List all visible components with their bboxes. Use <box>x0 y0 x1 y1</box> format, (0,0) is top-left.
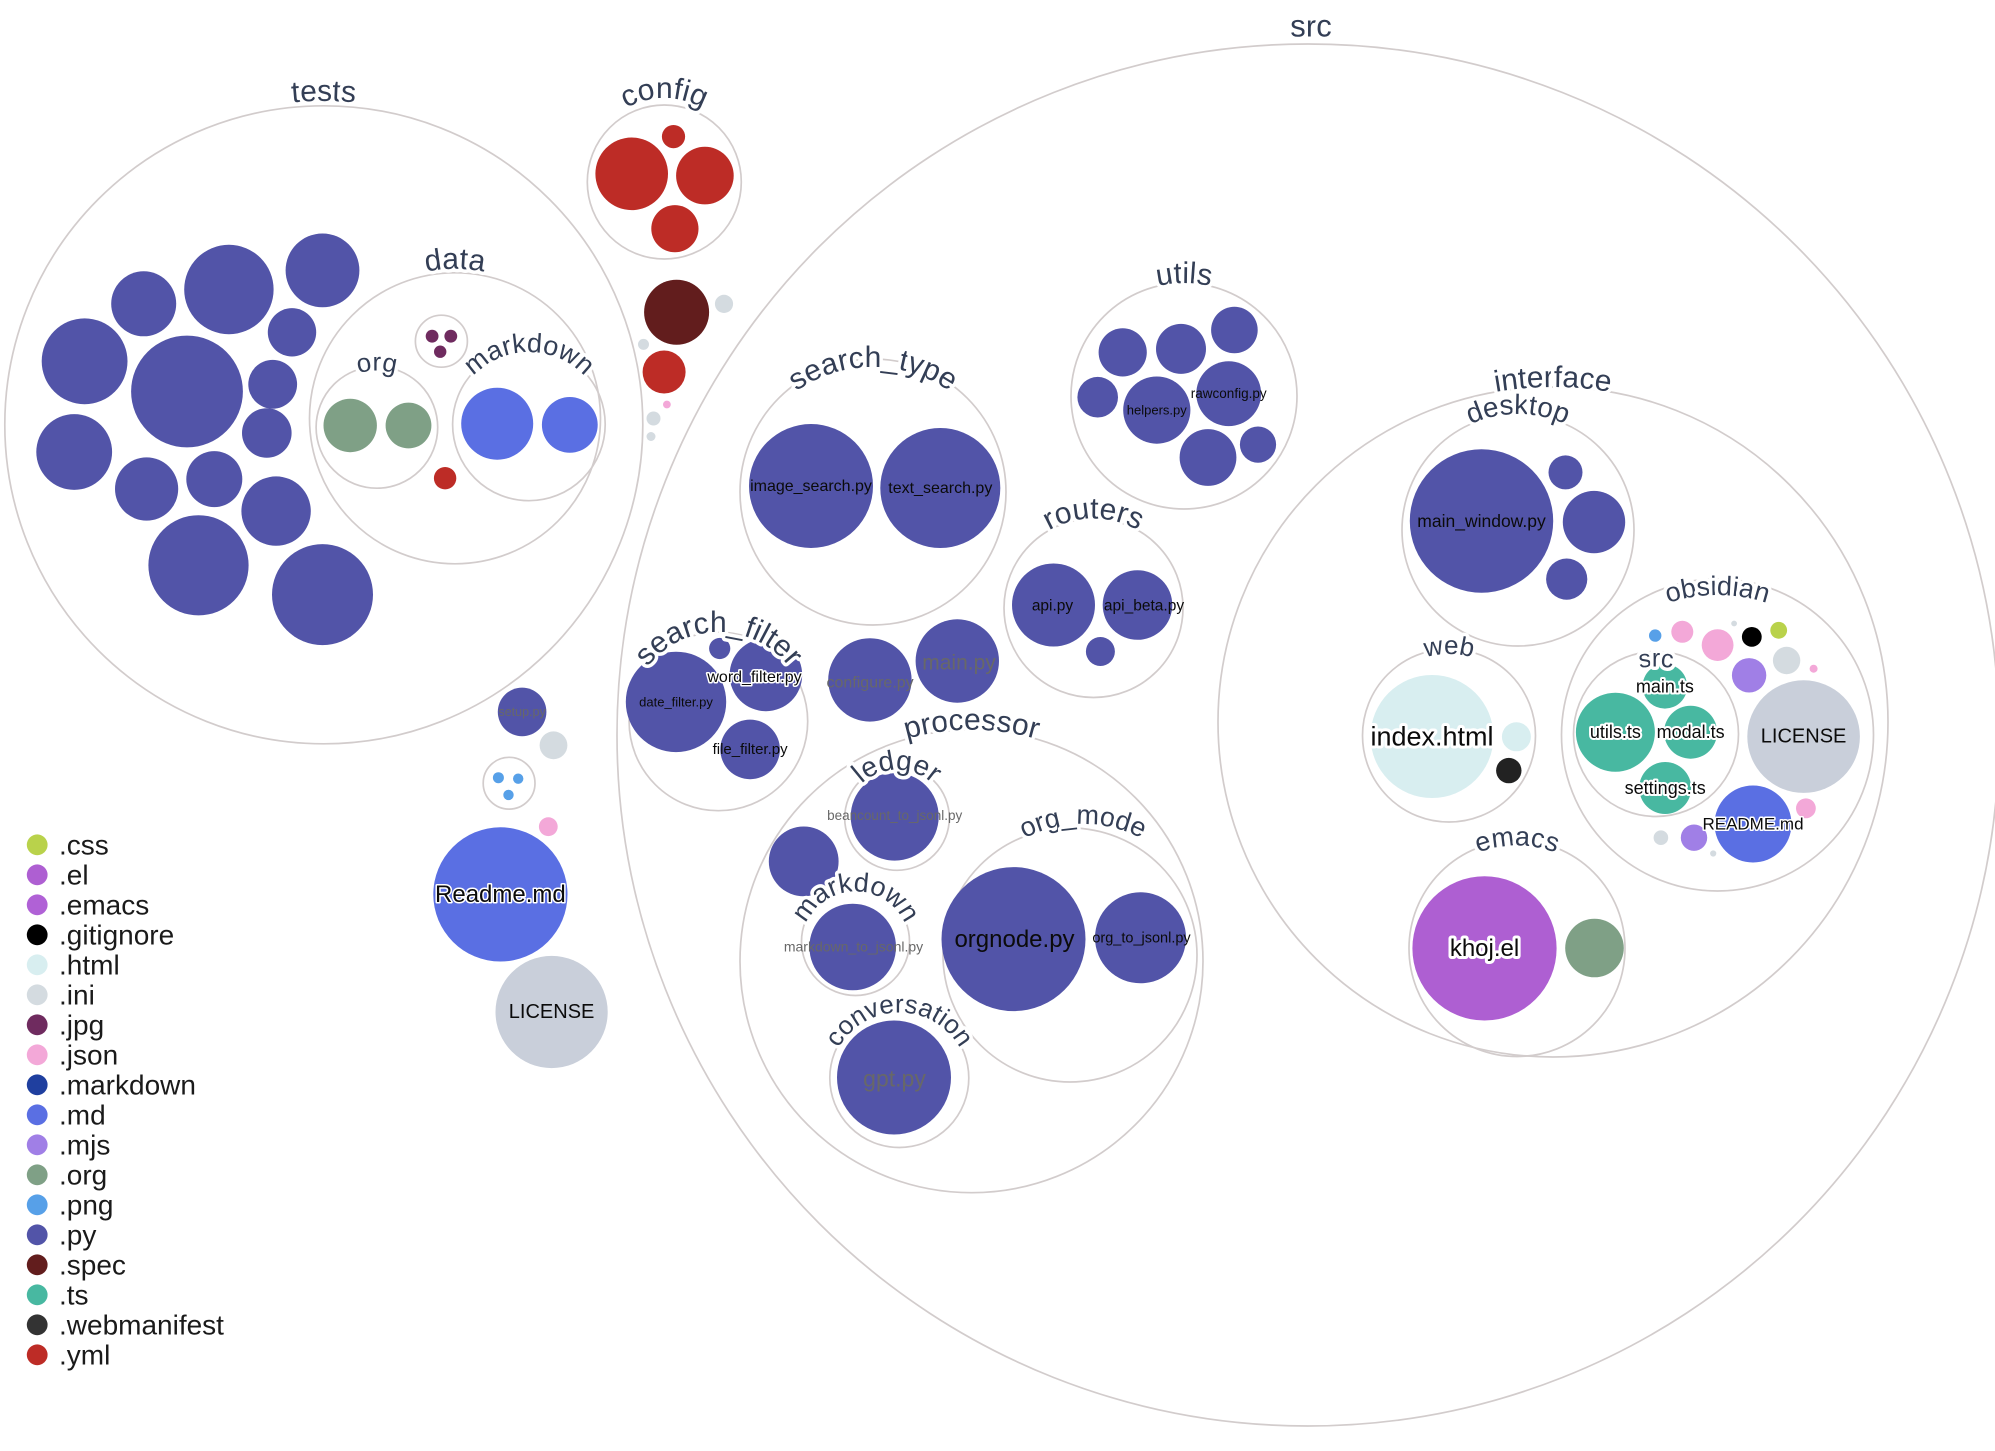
svg-text:main_window.py: main_window.py <box>1417 511 1546 532</box>
svg-text:khoj.el: khoj.el <box>1450 935 1519 962</box>
svg-text:.webmanifest: .webmanifest <box>59 1309 224 1340</box>
svg-text:.html: .html <box>59 949 120 980</box>
svg-text:LICENSE: LICENSE <box>509 1001 595 1023</box>
svg-text:.css: .css <box>59 829 109 860</box>
svg-text:src: src <box>1290 8 1332 43</box>
svg-text:word_filter.py: word_filter.py <box>706 669 801 686</box>
svg-text:README.md: README.md <box>1702 815 1803 834</box>
svg-text:orgnode.py: orgnode.py <box>954 926 1074 953</box>
svg-text:configure.py: configure.py <box>827 675 914 692</box>
svg-text:.md: .md <box>59 1099 106 1130</box>
svg-text:.py: .py <box>59 1219 96 1250</box>
svg-text:beancount_to_jsonl.py: beancount_to_jsonl.py <box>827 808 962 823</box>
svg-text:date_filter.py: date_filter.py <box>639 694 713 709</box>
svg-text:.gitignore: .gitignore <box>59 919 174 950</box>
svg-text:.yml: .yml <box>59 1339 110 1370</box>
svg-text:src: src <box>1637 645 1675 674</box>
svg-text:.org: .org <box>59 1159 107 1190</box>
svg-text:text_search.py: text_search.py <box>888 480 992 497</box>
svg-text:LICENSE: LICENSE <box>1761 726 1847 748</box>
svg-text:Readme.md: Readme.md <box>435 881 566 908</box>
svg-text:.emacs: .emacs <box>59 889 149 920</box>
svg-text:setup.py: setup.py <box>498 705 546 719</box>
svg-text:image_search.py: image_search.py <box>750 478 872 495</box>
svg-text:.spec: .spec <box>59 1249 126 1280</box>
svg-text:utils.ts: utils.ts <box>1590 722 1641 742</box>
svg-text:markdown_to_jsonl.py: markdown_to_jsonl.py <box>784 939 923 955</box>
svg-text:.el: .el <box>59 859 89 890</box>
svg-text:file_filter.py: file_filter.py <box>713 741 789 758</box>
svg-text:.png: .png <box>59 1189 114 1220</box>
svg-text:.ts: .ts <box>59 1279 89 1310</box>
svg-text:data: data <box>422 243 488 279</box>
svg-text:web: web <box>1420 630 1477 663</box>
svg-text:tests: tests <box>290 75 357 110</box>
svg-text:.mjs: .mjs <box>59 1129 110 1160</box>
svg-text:rawconfig.py: rawconfig.py <box>1191 386 1267 401</box>
svg-text:interface: interface <box>1492 361 1614 399</box>
svg-text:.ini: .ini <box>59 979 95 1010</box>
svg-text:org_to_jsonl.py: org_to_jsonl.py <box>1092 930 1191 946</box>
svg-text:modal.ts: modal.ts <box>1657 722 1725 742</box>
svg-text:api.py: api.py <box>1032 598 1074 615</box>
svg-text:settings.ts: settings.ts <box>1625 778 1706 798</box>
svg-text:api_beta.py: api_beta.py <box>1104 598 1184 615</box>
svg-text:.jpg: .jpg <box>59 1009 104 1040</box>
svg-text:index.html: index.html <box>1370 722 1493 752</box>
svg-text:org: org <box>354 347 400 379</box>
svg-text:utils: utils <box>1153 257 1215 293</box>
svg-text:.markdown: .markdown <box>59 1069 196 1100</box>
svg-text:helpers.py: helpers.py <box>1127 403 1187 418</box>
svg-text:main.ts: main.ts <box>1636 676 1694 696</box>
svg-text:main.py: main.py <box>922 652 996 675</box>
svg-text:gpt.py: gpt.py <box>863 1066 926 1092</box>
svg-text:.json: .json <box>59 1039 118 1070</box>
